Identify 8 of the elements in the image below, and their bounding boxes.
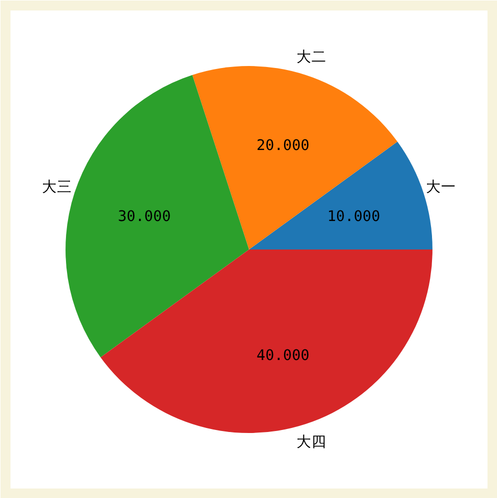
slice-label: 大四 xyxy=(296,433,326,450)
data-label: 20.000 xyxy=(256,137,310,154)
data-label: 10.000 xyxy=(327,208,380,225)
slice-label: 大一 xyxy=(426,178,456,196)
data-label: 40.000 xyxy=(256,346,310,364)
data-label: 30.000 xyxy=(118,208,171,225)
slice-label: 大二 xyxy=(296,48,326,66)
slice-label: 大三 xyxy=(42,178,72,196)
